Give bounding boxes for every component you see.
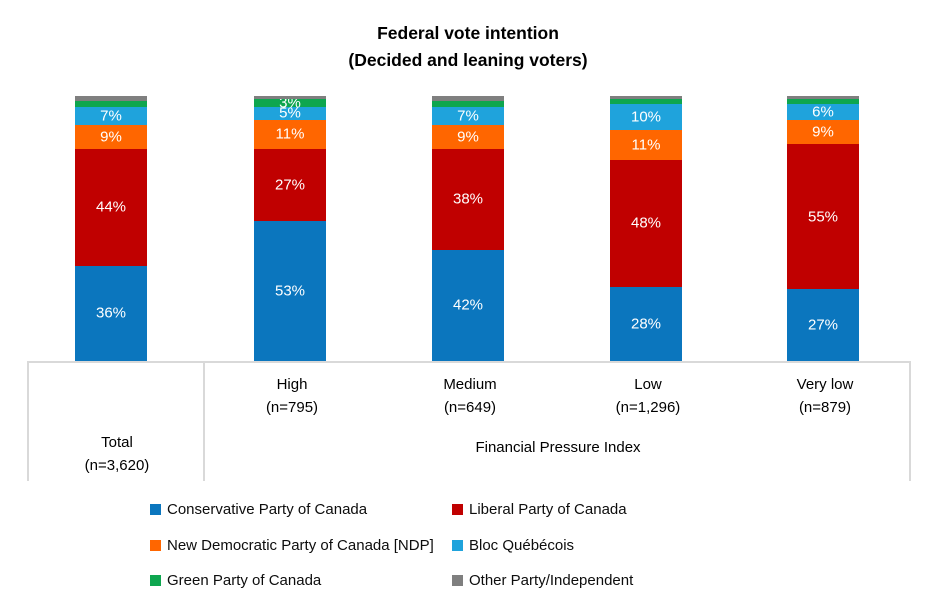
bar-segment-liberal-party-of-canada-high xyxy=(254,149,326,221)
bar-segment-liberal-party-of-canada-medium xyxy=(432,149,504,250)
bar-column-very-low: 27% 55% 9% 6% xyxy=(787,96,859,361)
bar-value-label-bloc-qu-b-cois-low: 10% xyxy=(630,108,662,126)
bar-segment-bloc-qu-b-cois-low xyxy=(610,103,682,131)
bar-segment-bloc-qu-b-cois-total xyxy=(75,106,147,126)
bar-segment-other-party-independent-high xyxy=(254,96,326,99)
legend-label-new-democratic-party-of-canada-ndp: New Democratic Party of Canada [NDP] xyxy=(167,537,434,554)
bar-segment-new-democratic-party-of-canada-ndp-medium xyxy=(432,125,504,149)
bar-segment-other-party-independent-total xyxy=(75,96,147,102)
axis-label-low: Low (n=1,296) xyxy=(568,373,728,419)
axis-label-very-low-line2: (n=879) xyxy=(798,399,852,416)
bar-column-medium: 42% 38% 9% 7% xyxy=(432,96,504,361)
legend-item-other-party-independent: Other Party/Independent xyxy=(452,572,633,589)
axis-label-high-line1: High xyxy=(276,376,308,393)
bar-segment-conservative-party-of-canada-medium xyxy=(432,249,504,361)
bar-segment-bloc-qu-b-cois-high xyxy=(254,106,326,120)
axis-label-low-line1: Low xyxy=(634,376,662,393)
bar-segment-conservative-party-of-canada-high xyxy=(254,220,326,361)
bar-value-label-liberal-party-of-canada-high: 27% xyxy=(274,176,306,194)
bar-segment-liberal-party-of-canada-total xyxy=(75,149,147,266)
bar-value-label-new-democratic-party-of-canada-ndp-low: 11% xyxy=(631,136,661,154)
bar-segment-new-democratic-party-of-canada-ndp-high xyxy=(254,119,326,149)
axis-table: High (n=795) Medium (n=649) Low (n=1,296) Very… xyxy=(27,361,911,481)
bar-value-label-new-democratic-party-of-canada-ndp-high: 11% xyxy=(275,125,305,143)
bar-value-label-new-democratic-party-of-canada-ndp-medium: 9% xyxy=(457,128,479,146)
bar-segment-conservative-party-of-canada-low xyxy=(610,286,682,361)
bar-value-label-bloc-qu-b-cois-total: 7% xyxy=(100,107,122,125)
bar-value-label-conservative-party-of-canada-medium: 42% xyxy=(452,296,484,314)
legend-item-new-democratic-party-of-canada-ndp: New Democratic Party of Canada [NDP] xyxy=(150,537,434,554)
bar-column-low: 28% 48% 11% 10% xyxy=(610,96,682,361)
bar-column-total: 36% 44% 9% 7% xyxy=(75,96,147,361)
bar-segment-conservative-party-of-canada-total xyxy=(75,265,147,361)
axis-label-low-line2: (n=1,296) xyxy=(615,399,681,416)
legend-item-green-party-of-canada: Green Party of Canada xyxy=(150,572,321,589)
bar-value-label-conservative-party-of-canada-very-low: 27% xyxy=(807,316,839,334)
bar-value-label-bloc-qu-b-cois-very-low: 6% xyxy=(812,103,834,121)
bar-segment-liberal-party-of-canada-very-low xyxy=(787,143,859,290)
bar-segment-green-party-of-canada-total xyxy=(75,101,147,107)
bar-segment-new-democratic-party-of-canada-ndp-low xyxy=(610,130,682,160)
axis-label-very-low: Very low (n=879) xyxy=(745,373,905,419)
bar-value-label-bloc-qu-b-cois-medium: 7% xyxy=(457,107,479,125)
axis-label-medium-line2: (n=649) xyxy=(443,399,497,416)
legend-label-other-party-independent: Other Party/Independent xyxy=(469,572,634,589)
bar-segment-other-party-independent-low xyxy=(610,96,682,99)
legend-swatch-icon-conservative-party-of-canada xyxy=(150,504,161,515)
bar-segment-liberal-party-of-canada-low xyxy=(610,159,682,287)
bar-segment-green-party-of-canada-medium xyxy=(432,101,504,107)
legend-label-liberal-party-of-canada: Liberal Party of Canada xyxy=(469,501,627,518)
bar-value-label-bloc-qu-b-cois-high: 5% xyxy=(279,104,301,122)
bar-segment-bloc-qu-b-cois-very-low xyxy=(787,103,859,120)
legend-item-conservative-party-of-canada: Conservative Party of Canada xyxy=(150,501,367,518)
axis-divider xyxy=(203,363,205,481)
bar-value-label-liberal-party-of-canada-medium: 38% xyxy=(452,190,484,208)
bar-value-label-liberal-party-of-canada-very-low: 55% xyxy=(807,208,839,226)
bar-value-label-liberal-party-of-canada-total: 44% xyxy=(95,198,127,216)
bar-segment-green-party-of-canada-low xyxy=(610,98,682,104)
legend-swatch-icon-bloc-qu-b-cois xyxy=(452,540,463,551)
bar-column-high: 53% 27% 11% 5% 3% xyxy=(254,94,326,361)
bar-segment-other-party-independent-medium xyxy=(432,96,504,102)
axis-label-total-line1: Total xyxy=(101,434,133,451)
chart-title-line2: (Decided and leaning voters) xyxy=(348,50,588,70)
bar-value-label-conservative-party-of-canada-total: 36% xyxy=(95,304,127,322)
bar-segment-green-party-of-canada-very-low xyxy=(787,98,859,104)
bar-value-label-new-democratic-party-of-canada-ndp-very-low: 9% xyxy=(812,123,834,141)
legend-label-bloc-qu-b-cois: Bloc Québécois xyxy=(469,537,575,554)
axis-label-medium-line1: Medium xyxy=(443,376,497,393)
legend-swatch-icon-liberal-party-of-canada xyxy=(452,504,463,515)
bar-value-label-liberal-party-of-canada-low: 48% xyxy=(630,214,662,232)
bar-segment-bloc-qu-b-cois-medium xyxy=(432,106,504,126)
bar-segment-conservative-party-of-canada-very-low xyxy=(787,289,859,361)
axis-label-very-low-line1: Very low xyxy=(796,376,854,393)
axis-label-medium: Medium (n=649) xyxy=(390,373,550,419)
axis-label-total: Total (n=3,620) xyxy=(29,431,205,477)
bar-segment-new-democratic-party-of-canada-ndp-very-low xyxy=(787,119,859,144)
axis-label-high: High (n=795) xyxy=(212,373,372,419)
bar-segment-green-party-of-canada-high xyxy=(254,98,326,107)
legend-swatch-icon-other-party-independent xyxy=(452,575,463,586)
axis-group-label: Financial Pressure Index xyxy=(475,439,641,456)
axis-label-high-line2: (n=795) xyxy=(265,399,319,416)
bar-value-label-conservative-party-of-canada-low: 28% xyxy=(630,315,662,333)
plot-area: 36% 44% 9% 7% 53% 27% 11% 5% 3% 42% 38% 9% 7% 28% 48% 1… xyxy=(0,94,936,361)
bar-value-label-new-democratic-party-of-canada-ndp-total: 9% xyxy=(100,128,122,146)
bar-segment-new-democratic-party-of-canada-ndp-total xyxy=(75,125,147,149)
bar-value-label-green-party-of-canada-high: 3% xyxy=(279,94,301,112)
bar-value-label-conservative-party-of-canada-high: 53% xyxy=(274,282,306,300)
legend-label-green-party-of-canada: Green Party of Canada xyxy=(167,572,322,589)
legend-item-liberal-party-of-canada: Liberal Party of Canada xyxy=(452,501,627,518)
legend-item-bloc-qu-b-cois: Bloc Québécois xyxy=(452,537,574,554)
legend-swatch-icon-new-democratic-party-of-canada-ndp xyxy=(150,540,161,551)
chart-title: Federal vote intention (Decided and lean… xyxy=(0,20,936,74)
bar-segment-other-party-independent-very-low xyxy=(787,96,859,99)
axis-label-total-line2: (n=3,620) xyxy=(84,457,150,474)
chart-title-line1: Federal vote intention xyxy=(377,23,559,43)
legend-swatch-icon-green-party-of-canada xyxy=(150,575,161,586)
legend-label-conservative-party-of-canada: Conservative Party of Canada xyxy=(167,501,368,518)
